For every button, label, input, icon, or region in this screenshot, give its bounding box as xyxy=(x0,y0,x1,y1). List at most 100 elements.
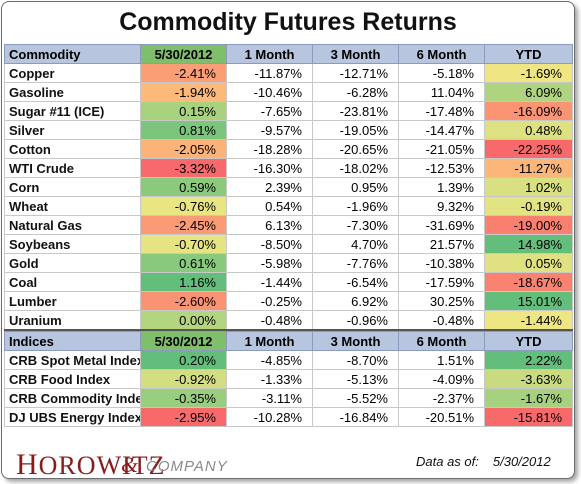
row-name: CRB Spot Metal Index xyxy=(4,350,141,370)
value-cell: -22.25% xyxy=(484,139,573,159)
value-cell: 1.51% xyxy=(398,350,485,370)
value-cell: -16.84% xyxy=(312,407,399,427)
value-cell: -8.50% xyxy=(226,234,313,254)
row-name: Lumber xyxy=(4,291,141,311)
value-cell: -18.67% xyxy=(484,272,573,292)
value-cell: 0.20% xyxy=(140,350,227,370)
value-cell: 14.98% xyxy=(484,234,573,254)
column-header: 5/30/2012 xyxy=(140,44,227,64)
value-cell: -3.63% xyxy=(484,369,573,389)
row-name: Coal xyxy=(4,272,141,292)
value-cell: 1.02% xyxy=(484,177,573,197)
value-cell: -5.98% xyxy=(226,253,313,273)
table-row: Cotton -2.05% -18.28% -20.65% -21.05% -22.25% xyxy=(4,139,573,159)
value-cell: -0.25% xyxy=(226,291,313,311)
value-cell: -0.35% xyxy=(140,388,227,408)
value-cell: -2.05% xyxy=(140,139,227,159)
table-row: Silver 0.81% -9.57% -19.05% -14.47% 0.48% xyxy=(4,120,573,140)
table-row: Corn 0.59% 2.39% 0.95% 1.39% 1.02% xyxy=(4,177,573,197)
column-header: 6 Month xyxy=(398,331,485,351)
value-cell: -1.44% xyxy=(226,272,313,292)
row-name: Sugar #11 (ICE) xyxy=(4,101,141,121)
value-cell: -16.09% xyxy=(484,101,573,121)
value-cell: -15.81% xyxy=(484,407,573,427)
value-cell: 0.15% xyxy=(140,101,227,121)
page-title: Commodity Futures Returns xyxy=(119,8,457,36)
value-cell: -2.41% xyxy=(140,63,227,83)
value-cell: -16.30% xyxy=(226,158,313,178)
table-row: Sugar #11 (ICE) 0.15% -7.65% -23.81% -17.48%… xyxy=(4,101,573,121)
value-cell: -3.32% xyxy=(140,158,227,178)
value-cell: -10.38% xyxy=(398,253,485,273)
column-header: 6 Month xyxy=(398,44,485,64)
value-cell: -10.28% xyxy=(226,407,313,427)
row-name: Cotton xyxy=(4,139,141,159)
column-header: 5/30/2012 xyxy=(140,331,227,351)
value-cell: -20.65% xyxy=(312,139,399,159)
value-cell: -0.19% xyxy=(484,196,573,216)
row-name: CRB Commodity Index xyxy=(4,388,141,408)
value-cell: -0.96% xyxy=(312,310,399,331)
value-cell: 1.39% xyxy=(398,177,485,197)
table-row: CRB Commodity Index -0.35% -3.11% -5.52% -2.… xyxy=(4,388,573,408)
row-name: Gasoline xyxy=(4,82,141,102)
value-cell: -5.13% xyxy=(312,369,399,389)
value-cell: 11.04% xyxy=(398,82,485,102)
table-row: DJ UBS Energy Index -2.95% -10.28% -16.84% -… xyxy=(4,407,573,427)
value-cell: 0.54% xyxy=(226,196,313,216)
value-cell: -1.96% xyxy=(312,196,399,216)
value-cell: 2.22% xyxy=(484,350,573,370)
indices_header-header-row: Indices 5/30/2012 1 Month 3 Month 6 Month YTD xyxy=(4,331,573,351)
row-name: CRB Food Index xyxy=(4,369,141,389)
row-name: WTI Crude xyxy=(4,158,141,178)
row-name: Natural Gas xyxy=(4,215,141,235)
table-row: Gold 0.61% -5.98% -7.76% -10.38% 0.05% xyxy=(4,253,573,273)
table-row: Coal 1.16% -1.44% -6.54% -17.59% -18.67% xyxy=(4,272,573,292)
value-cell: -9.57% xyxy=(226,120,313,140)
value-cell: -6.28% xyxy=(312,82,399,102)
value-cell: 6.13% xyxy=(226,215,313,235)
column-header: YTD xyxy=(484,331,573,351)
section-divider xyxy=(4,329,573,332)
value-cell: -10.46% xyxy=(226,82,313,102)
row-name: Silver xyxy=(4,120,141,140)
value-cell: -0.48% xyxy=(226,310,313,331)
value-cell: -6.54% xyxy=(312,272,399,292)
value-cell: 4.70% xyxy=(312,234,399,254)
value-cell: -17.59% xyxy=(398,272,485,292)
row-name: Copper xyxy=(4,63,141,83)
value-cell: -0.92% xyxy=(140,369,227,389)
value-cell: -21.05% xyxy=(398,139,485,159)
value-cell: -12.53% xyxy=(398,158,485,178)
table-row: WTI Crude -3.32% -16.30% -18.02% -12.53% -11.… xyxy=(4,158,573,178)
value-cell: -8.70% xyxy=(312,350,399,370)
value-cell: -2.95% xyxy=(140,407,227,427)
value-cell: 0.59% xyxy=(140,177,227,197)
table-row: Gasoline -1.94% -10.46% -6.28% 11.04% 6.09% xyxy=(4,82,573,102)
value-cell: 0.81% xyxy=(140,120,227,140)
value-cell: 0.95% xyxy=(312,177,399,197)
value-cell: -4.85% xyxy=(226,350,313,370)
value-cell: 0.00% xyxy=(140,310,227,331)
value-cell: -2.60% xyxy=(140,291,227,311)
table-row: Copper -2.41% -11.87% -12.71% -5.18% -1.69% xyxy=(4,63,573,83)
table-row: Soybeans -0.70% -8.50% 4.70% 21.57% 14.98% xyxy=(4,234,573,254)
table-row: Wheat -0.76% 0.54% -1.96% 9.32% -0.19% xyxy=(4,196,573,216)
value-cell: -14.47% xyxy=(398,120,485,140)
value-cell: 9.32% xyxy=(398,196,485,216)
column-header: 3 Month xyxy=(312,331,399,351)
column-header: YTD xyxy=(484,44,573,64)
row-name: Corn xyxy=(4,177,141,197)
value-cell: 15.01% xyxy=(484,291,573,311)
row-name: DJ UBS Energy Index xyxy=(4,407,141,427)
value-cell: -7.76% xyxy=(312,253,399,273)
table-row: Natural Gas -2.45% 6.13% -7.30% -31.69% -19.0… xyxy=(4,215,573,235)
column-header: Indices xyxy=(4,331,141,351)
value-cell: -17.48% xyxy=(398,101,485,121)
column-header: Commodity xyxy=(4,44,141,64)
value-cell: -5.18% xyxy=(398,63,485,83)
company-logo: HOROWITZ & COMPANY xyxy=(16,448,228,479)
value-cell: -1.69% xyxy=(484,63,573,83)
value-cell: -2.37% xyxy=(398,388,485,408)
as-of-value: 5/30/2012 xyxy=(492,454,551,469)
